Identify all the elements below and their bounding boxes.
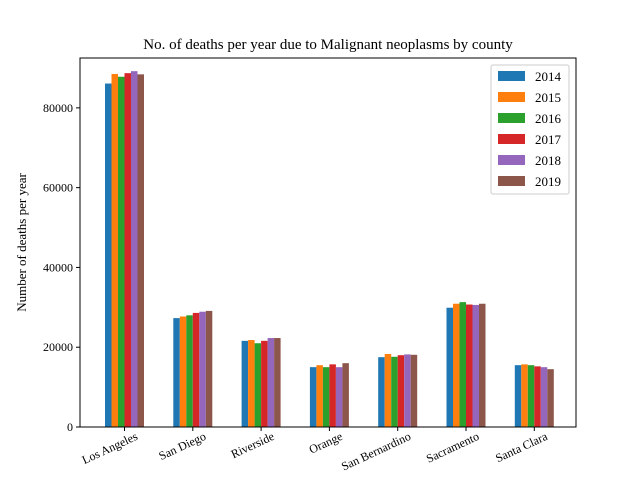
legend-label-2014: 2014 xyxy=(535,69,562,84)
bar-2018-los-angeles xyxy=(131,71,138,428)
bar-2018-sacramento xyxy=(472,304,479,427)
legend-label-2015: 2015 xyxy=(535,90,561,105)
bar-2015-riverside xyxy=(248,340,255,427)
bar-2017-san-diego xyxy=(192,312,200,427)
bar-2016-santa-clara xyxy=(527,365,535,427)
x-tick-label: Riverside xyxy=(229,429,277,461)
bar-2019-sacramento xyxy=(479,303,486,427)
bar-2017-santa-clara xyxy=(534,366,541,427)
bar-2017-san-bernardino xyxy=(397,355,405,427)
bar-2014-santa-clara xyxy=(514,365,522,427)
bar-2014-san-bernardino xyxy=(378,357,385,427)
bar-2019-san-bernardino xyxy=(410,354,418,427)
plot-frame xyxy=(79,57,577,428)
bar-2019-san-diego xyxy=(205,310,213,427)
legend-swatch-2014 xyxy=(498,71,525,81)
legend-label-2016: 2016 xyxy=(535,111,562,126)
bar-2014-san-diego xyxy=(173,318,180,427)
bar-2015-santa-clara xyxy=(521,364,528,427)
bar-2018-orange xyxy=(335,367,343,427)
x-tick-label: San Bernardino xyxy=(339,429,413,473)
legend-swatch-2017 xyxy=(498,134,525,144)
y-tick-label: 40000 xyxy=(43,260,73,274)
chart-title: No. of deaths per year due to Malignant … xyxy=(143,37,513,53)
bar-2018-santa-clara xyxy=(540,367,548,427)
x-tick-label: Santa Clara xyxy=(493,429,550,465)
legend-swatch-2019 xyxy=(498,176,525,186)
legend-label-2017: 2017 xyxy=(535,132,562,147)
x-tick-label: San Diego xyxy=(157,429,209,463)
y-tick-label: 0 xyxy=(67,420,73,434)
legend-label-2019: 2019 xyxy=(535,174,561,189)
bar-2015-orange xyxy=(316,365,323,427)
bar-2015-los-angeles xyxy=(111,73,118,427)
bar-2016-riverside xyxy=(254,343,262,427)
legend-swatch-2015 xyxy=(498,92,525,102)
y-axis: 0 20000 40000 60000 80000 xyxy=(43,101,80,434)
bar-2016-san-diego xyxy=(186,315,193,427)
bar-2018-san-diego xyxy=(199,311,206,427)
bar-2019-santa-clara xyxy=(547,369,554,427)
bar-2018-san-bernardino xyxy=(404,354,411,427)
bar-2015-san-bernardino xyxy=(384,353,392,427)
bar-2017-riverside xyxy=(261,340,268,427)
bar-2016-los-angeles xyxy=(118,76,125,427)
bar-2016-san-bernardino xyxy=(391,356,398,427)
legend-swatch-2018 xyxy=(498,155,525,165)
y-tick-label: 80000 xyxy=(43,101,73,115)
legend-label-2018: 2018 xyxy=(535,153,561,168)
bar-2018-riverside xyxy=(267,338,275,427)
bar-2017-los-angeles xyxy=(124,73,131,427)
bar-2014-sacramento xyxy=(446,307,453,427)
bar-2019-los-angeles xyxy=(137,74,144,427)
bar-2019-orange xyxy=(342,363,349,427)
x-tick-label: Los Angeles xyxy=(80,429,140,467)
bar-2017-orange xyxy=(329,364,336,427)
legend-swatch-2016 xyxy=(498,113,525,123)
y-tick-label: 60000 xyxy=(43,181,73,195)
bar-2014-orange xyxy=(309,367,317,427)
legend: 2014 2015 2016 2017 2018 2019 xyxy=(490,64,570,195)
x-tick-label: Orange xyxy=(307,429,345,457)
x-tick-label: Sacramento xyxy=(424,429,481,466)
bar-2015-sacramento xyxy=(453,303,460,427)
bar-2019-riverside xyxy=(274,338,281,427)
bar-2014-riverside xyxy=(241,340,249,427)
bar-2015-san-diego xyxy=(179,316,187,427)
bars-group xyxy=(105,71,554,428)
bar-2016-sacramento xyxy=(459,302,466,427)
y-tick-label: 20000 xyxy=(43,340,73,354)
y-axis-label: Number of deaths per year xyxy=(14,173,29,312)
bar-2014-los-angeles xyxy=(105,83,112,427)
bar-2016-orange xyxy=(322,367,330,427)
bar-2017-sacramento xyxy=(466,304,473,427)
